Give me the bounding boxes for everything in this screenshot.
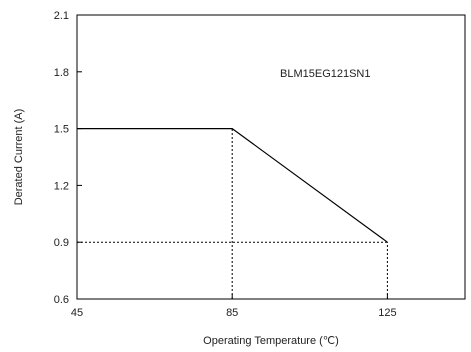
x-tick-label-1: 85 — [226, 307, 238, 319]
x-ticks: 45 85 125 — [71, 294, 397, 319]
y-tick-label-3: 1.5 — [54, 124, 69, 136]
y-ticks: 0.6 0.9 1.2 1.5 1.8 2.1 — [54, 10, 82, 306]
x-axis-label: Operating Temperature (℃) — [203, 335, 339, 347]
y-axis-label: Derated Current (A) — [13, 109, 25, 206]
plot-frame — [76, 14, 466, 300]
x-tick-label-0: 45 — [71, 307, 83, 319]
y-tick-label-5: 2.1 — [54, 10, 69, 22]
series-group — [77, 128, 388, 243]
y-tick-label-2: 1.2 — [54, 180, 69, 192]
series-line-0 — [77, 128, 388, 243]
reference-lines — [77, 128, 388, 299]
x-tick-label-2: 125 — [378, 307, 396, 319]
y-tick-label-0: 0.6 — [54, 294, 69, 306]
part-number-label: BLM15EG121SN1 — [280, 68, 371, 80]
y-tick-label-1: 0.9 — [54, 237, 69, 249]
y-tick-label-4: 1.8 — [54, 67, 69, 79]
